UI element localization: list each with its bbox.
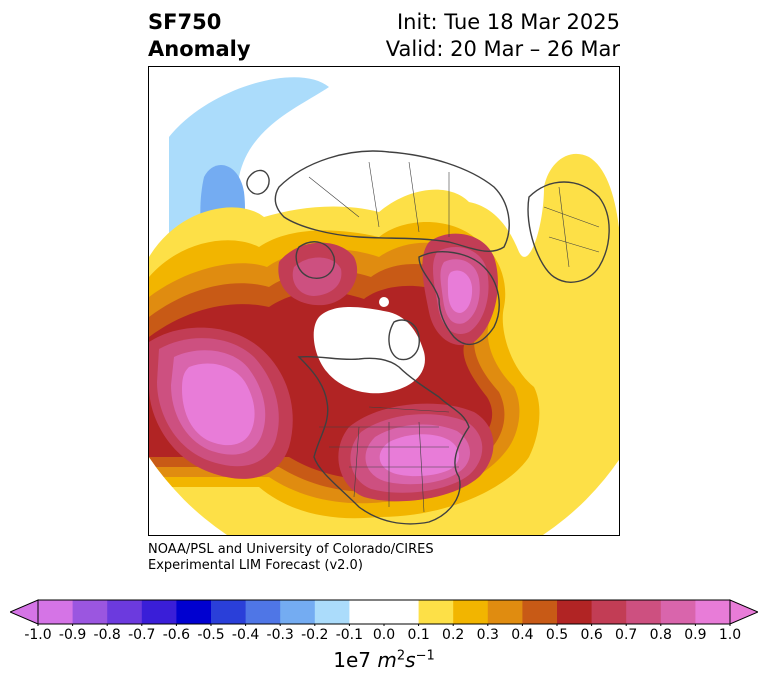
border-lines-4 — [543, 186, 600, 268]
colorbar-segment — [453, 600, 489, 624]
europe-coast — [418, 251, 500, 346]
colorbar-tick-label: 0.5 — [545, 627, 569, 643]
title-field: Anomaly — [148, 37, 251, 61]
colorbar-segment — [626, 600, 662, 624]
pole-dot — [379, 297, 389, 307]
pos-pacific-lobe — [149, 327, 293, 479]
borders — [308, 161, 600, 513]
init-date: Init: Tue 18 Mar 2025 — [396, 10, 620, 34]
colorbar-segment — [280, 600, 316, 624]
colorbar-segment — [176, 600, 212, 624]
coastlines — [246, 150, 610, 525]
colorbar-tick-label: -0.5 — [197, 627, 225, 643]
colorbar-ticks: -1.0 -0.9 -0.8 -0.7 -0.6 -0.5 -0.4 -0.3 -0.2 -0.1… — [0, 627, 768, 647]
border-lines-3 — [308, 161, 450, 237]
units-s: s — [405, 648, 416, 672]
colorbar-segment — [522, 600, 558, 624]
colorbar-tick-label: -0.1 — [335, 627, 364, 643]
colorbar-tick-label: -0.2 — [301, 627, 329, 643]
polar-map — [149, 67, 619, 535]
colorbar-tick-label: -0.6 — [162, 627, 191, 643]
colorbar-segment — [695, 600, 731, 624]
colorbar-tick-label: 0.7 — [615, 627, 638, 643]
japan-coast — [246, 169, 270, 195]
border-lines-2 — [353, 421, 425, 513]
colorbar-segment — [72, 600, 108, 624]
forecast-dates: Init: Tue 18 Mar 2025 Valid: 20 Mar – 26… — [386, 9, 620, 63]
colorbar-segment — [418, 600, 454, 624]
russia-lobe-l9 — [447, 270, 473, 313]
colorbar-segment — [660, 600, 696, 624]
colorbar-segment — [38, 600, 74, 624]
colorbar-segment — [591, 600, 627, 624]
colorbar-tick-label: 0.8 — [649, 627, 672, 643]
colorbar-segment — [107, 600, 143, 624]
valid-range: Valid: 20 Mar – 26 Mar — [385, 37, 620, 61]
greenland-coast — [388, 319, 420, 361]
units-sup-2: 2 — [396, 648, 406, 664]
colorbar-segment — [245, 600, 281, 624]
colorbar-tick-label: 1.0 — [718, 627, 742, 643]
colorbar-tick-label: 0.4 — [511, 627, 534, 643]
asia-coast — [274, 150, 510, 252]
units-prefix: 1e7 — [333, 648, 372, 672]
colorbar-units: 1e7 m2s−1 — [0, 648, 768, 672]
pacific-lobe-l9 — [182, 363, 255, 446]
anomaly-field — [149, 67, 619, 535]
map-title: SF750 Anomaly — [148, 9, 251, 63]
colorbar-segment — [384, 600, 420, 624]
colorbar-segment — [487, 600, 523, 624]
colorbar-over-arrow — [729, 599, 758, 625]
units-m: m — [377, 648, 397, 672]
colorbar-tick-label: -0.3 — [266, 627, 294, 643]
colorbar — [10, 599, 758, 626]
north-america-coast — [297, 355, 470, 525]
credit-line-2: Experimental LIM Forecast (v2.0) — [148, 558, 363, 573]
colorbar-tick-label: -0.7 — [128, 627, 156, 643]
africa-coast — [527, 181, 610, 283]
colorbar-under-arrow — [10, 599, 39, 625]
title-variable: SF750 — [148, 10, 222, 34]
alaska-coast — [295, 241, 336, 279]
colorbar-tick-label: 0.3 — [476, 627, 499, 643]
atlantic-lobe-l9 — [379, 434, 460, 477]
arctic-core — [313, 307, 425, 394]
units-sup-minus1: −1 — [415, 648, 435, 664]
pos-canada-lobe — [278, 242, 358, 306]
colorbar-tick-label: 0.2 — [442, 627, 465, 643]
colorbar-tick-label: -0.4 — [231, 627, 260, 643]
colorbar-segment — [141, 600, 177, 624]
credit-block: NOAA/PSL and University of Colorado/CIRE… — [148, 542, 434, 574]
pos-atlantic-lobe — [338, 403, 494, 502]
colorbar-tick-label: 0.0 — [372, 627, 396, 643]
colorbar-segment — [557, 600, 593, 624]
colorbar-segment — [211, 600, 247, 624]
colorbar-tick-label: -1.0 — [24, 627, 52, 643]
colorbar-tick-label: -0.8 — [93, 627, 121, 643]
colorbar-tick-label: 0.6 — [580, 627, 603, 643]
credit-line-1: NOAA/PSL and University of Colorado/CIRE… — [148, 542, 434, 557]
colorbar-segment — [349, 600, 385, 624]
map-panel — [148, 66, 620, 536]
canada-lobe-inner — [292, 257, 342, 296]
colorbar-tick-label: -0.9 — [58, 627, 87, 643]
colorbar-segment — [314, 600, 350, 624]
pos-russia-lobe — [422, 233, 498, 346]
colorbar-tick-label: 0.9 — [684, 627, 707, 643]
colorbar-tick-label: 0.1 — [407, 627, 430, 643]
